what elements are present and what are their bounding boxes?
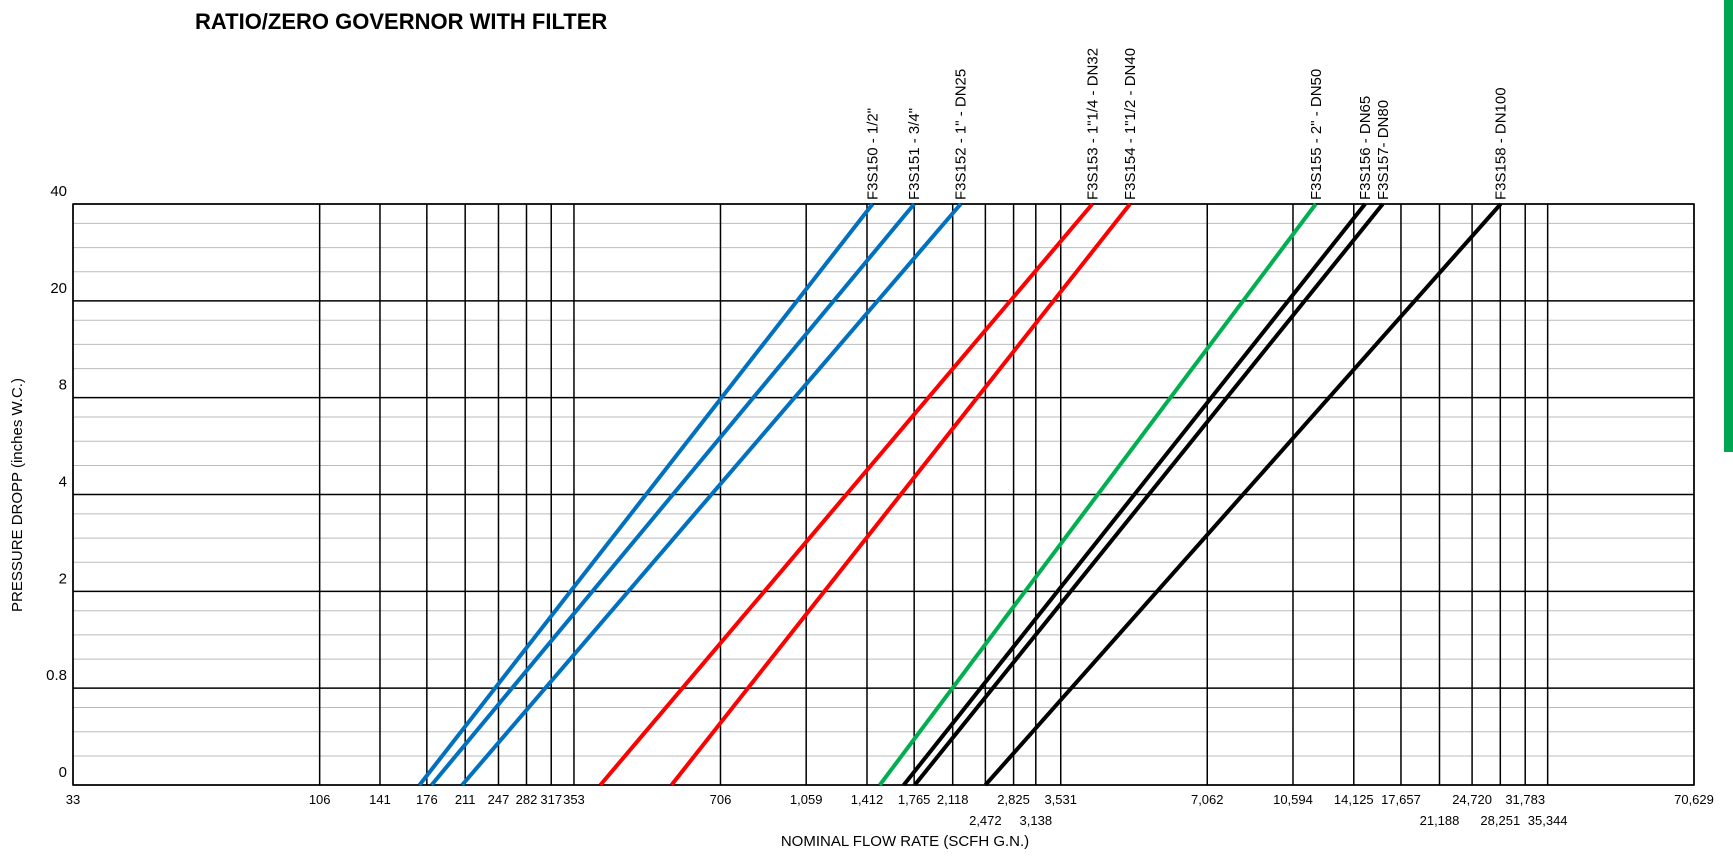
- series-label: F3S153 - 1"1/4 - DN32: [1084, 48, 1101, 200]
- x-tick-label: 141: [369, 792, 391, 807]
- series-label: F3S152 - 1" - DN25: [953, 69, 970, 200]
- x-tick-label: 2,825: [997, 792, 1030, 807]
- x-tick-label: 70,629: [1674, 792, 1714, 807]
- y-axis-label: PRESSURE DROPP (inches W.C.): [9, 378, 26, 612]
- x-tick-label: 7,062: [1191, 792, 1224, 807]
- series-label: F3S150 - 1/2": [865, 108, 882, 200]
- series-line: [669, 202, 1132, 787]
- x-tick-label: 317: [540, 792, 562, 807]
- x-tick-label: 35,344: [1528, 813, 1568, 828]
- y-tick-label: 20: [50, 280, 67, 297]
- x-tick-label: 1,765: [898, 792, 931, 807]
- x-tick-label: 353: [563, 792, 585, 807]
- plot-frame: [72, 203, 1695, 786]
- y-tick-label: 40: [50, 183, 67, 200]
- x-tick-label: 176: [416, 792, 438, 807]
- series-line: [983, 202, 1503, 787]
- y-tick-label: 0: [59, 764, 67, 781]
- series-label: F3S158 - DN100: [1493, 87, 1510, 200]
- x-tick-label: 3,138: [1020, 813, 1053, 828]
- series-label: F3S151 - 3/4": [906, 108, 923, 200]
- series-line: [598, 202, 1094, 787]
- side-bar: [1724, 0, 1733, 452]
- y-tick-label: 4: [59, 474, 67, 491]
- series-label: F3S154 - 1"1/2 - DN40: [1122, 48, 1139, 200]
- x-tick-label: 31,783: [1505, 792, 1545, 807]
- series-line: [460, 202, 963, 787]
- x-tick-label: 2,472: [969, 813, 1002, 828]
- x-axis-label: NOMINAL FLOW RATE (SCFH G.N.): [781, 833, 1029, 850]
- series-label: F3S156 - DN65: [1357, 96, 1374, 200]
- x-tick-label: 33: [66, 792, 80, 807]
- chart-title: RATIO/ZERO GOVERNOR WITH FILTER: [195, 9, 607, 34]
- x-tick-label: 21,188: [1420, 813, 1460, 828]
- series-line: [913, 202, 1385, 787]
- x-tick-label: 706: [710, 792, 732, 807]
- y-tick-label: 0.8: [46, 667, 67, 684]
- x-tick-label: 17,657: [1381, 792, 1421, 807]
- y-tick-label: 2: [59, 570, 67, 587]
- x-tick-label: 2,118: [937, 792, 969, 807]
- x-tick-label: 24,720: [1452, 792, 1492, 807]
- x-tick-label: 1,412: [851, 792, 884, 807]
- x-tick-label: 282: [516, 792, 538, 807]
- series-line: [902, 202, 1367, 787]
- x-tick-label: 10,594: [1273, 792, 1313, 807]
- x-tick-label: 211: [455, 792, 476, 807]
- x-tick-label: 14,125: [1334, 792, 1374, 807]
- x-tick-label: 28,251: [1480, 813, 1520, 828]
- series-label: F3S157- DN80: [1375, 100, 1392, 200]
- y-tick-label: 8: [59, 377, 67, 394]
- series-line: [417, 202, 875, 787]
- series-line: [430, 202, 916, 787]
- x-tick-label: 1,059: [790, 792, 823, 807]
- series-label: F3S155 - 2" - DN50: [1308, 69, 1325, 200]
- x-tick-label: 106: [309, 792, 331, 807]
- x-tick-label: 3,531: [1044, 792, 1077, 807]
- series-line: [878, 202, 1318, 787]
- x-tick-label: 247: [488, 792, 510, 807]
